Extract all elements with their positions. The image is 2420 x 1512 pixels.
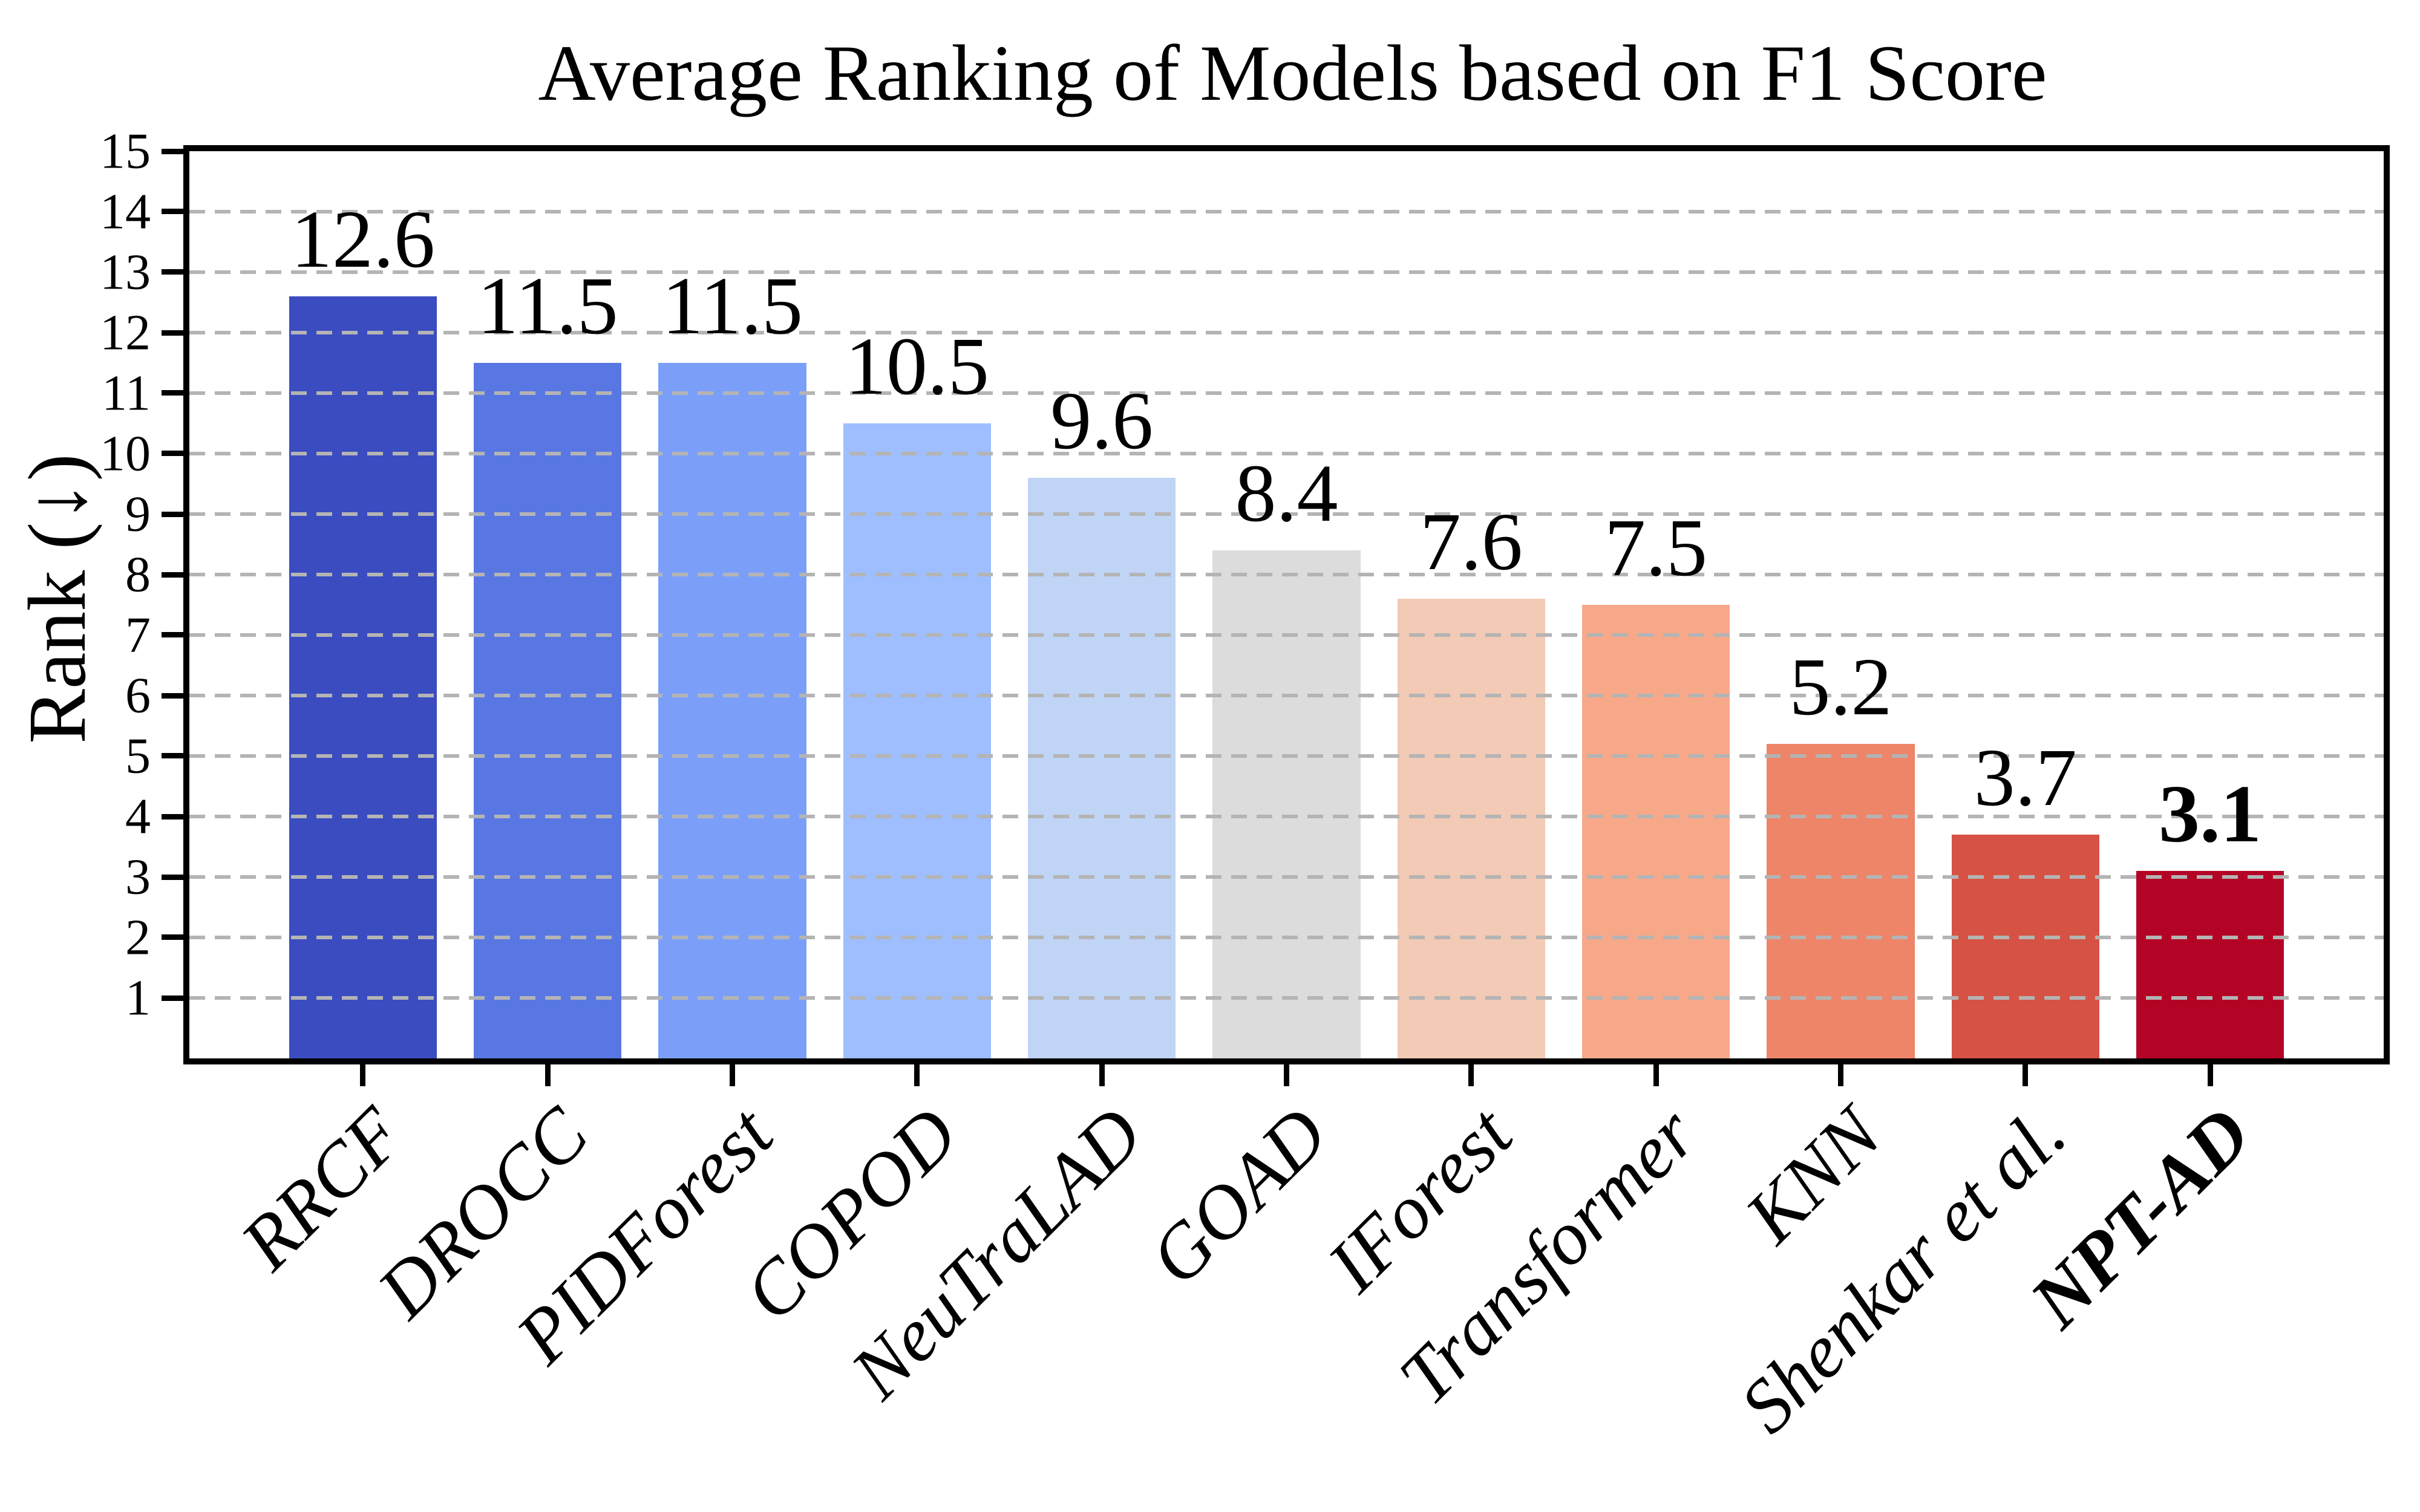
y-tick-label-7: 7 xyxy=(125,607,151,663)
y-tick-mark-13 xyxy=(162,269,183,275)
y-tick-mark-2 xyxy=(162,934,183,940)
gridline-y-12 xyxy=(189,331,2384,334)
value-label-npt-ad: 3.1 xyxy=(2159,769,2261,860)
x-tick-mark-knn xyxy=(1837,1064,1843,1086)
x-tick-mark-transformer xyxy=(1653,1064,1659,1086)
y-tick-mark-9 xyxy=(162,511,183,517)
x-tick-mark-drocc xyxy=(544,1064,551,1086)
x-tick-mark-npt-ad xyxy=(2207,1064,2213,1086)
x-tick-mark-goad xyxy=(1284,1064,1289,1086)
y-tick-mark-6 xyxy=(162,692,183,699)
gridline-y-8 xyxy=(189,573,2384,576)
x-tick-mark-rrcf xyxy=(360,1064,366,1086)
gridline-y-1 xyxy=(189,996,2384,1000)
chart-title: Average Ranking of Models based on F1 Sc… xyxy=(538,28,2047,117)
value-label-copod: 10.5 xyxy=(845,321,989,412)
value-label-knn: 5.2 xyxy=(1789,642,1892,733)
gridline-y-7 xyxy=(189,633,2384,637)
x-tick-mark-neutralad xyxy=(1099,1064,1105,1086)
y-tick-mark-10 xyxy=(162,451,183,457)
gridline-y-14 xyxy=(189,209,2384,213)
bar-copod xyxy=(843,423,991,1058)
y-tick-label-3: 3 xyxy=(125,849,151,905)
y-tick-mark-8 xyxy=(162,572,183,578)
value-label-transformer: 7.5 xyxy=(1604,503,1708,594)
y-axis-label: Rank (↓) xyxy=(12,454,103,744)
y-tick-mark-14 xyxy=(162,209,183,215)
value-label-pidforest: 11.5 xyxy=(662,261,803,352)
bar-rrcf xyxy=(289,296,437,1058)
x-category-label-goad: GOAD xyxy=(1134,1092,1343,1301)
plot-area: 1 2 3 4 5 6 7 8 9 10 11 12 13 14 15 12.6 RRCF 11.5 DROCC 11… xyxy=(100,123,2390,1449)
bar-shenkar-et-al xyxy=(1951,835,2099,1058)
x-tick-mark-iforest xyxy=(1468,1064,1474,1086)
gridline-y-2 xyxy=(189,935,2384,939)
y-tick-label-1: 1 xyxy=(125,969,151,1026)
y-tick-mark-1 xyxy=(162,995,183,1001)
gridline-y-6 xyxy=(189,694,2384,697)
y-tick-label-13: 13 xyxy=(100,244,151,301)
y-tick-mark-11 xyxy=(162,390,183,396)
x-tick-mark-shenkar-et-al xyxy=(2023,1064,2029,1086)
gridline-y-10 xyxy=(189,451,2384,455)
y-tick-label-14: 14 xyxy=(100,183,151,240)
bar-iforest xyxy=(1397,599,1545,1058)
bar-transformer xyxy=(1581,605,1730,1058)
gridline-y-13 xyxy=(189,270,2384,274)
y-tick-label-5: 5 xyxy=(125,728,151,784)
y-tick-mark-4 xyxy=(162,813,183,820)
y-tick-label-6: 6 xyxy=(125,667,151,724)
value-label-rrcf: 12.6 xyxy=(290,194,435,285)
y-tick-label-2: 2 xyxy=(125,909,151,966)
bar-knn xyxy=(1767,744,1915,1058)
y-tick-mark-7 xyxy=(162,632,183,638)
x-category-label-knn: KNN xyxy=(1730,1092,1897,1259)
y-tick-label-15: 15 xyxy=(100,123,151,180)
bar-neutralad xyxy=(1028,478,1176,1058)
y-tick-mark-12 xyxy=(162,330,183,336)
y-tick-mark-15 xyxy=(162,148,183,154)
gridline-y-9 xyxy=(189,512,2384,516)
bar-npt-ad xyxy=(2136,871,2284,1058)
y-tick-label-12: 12 xyxy=(100,304,151,361)
y-tick-mark-5 xyxy=(162,753,183,759)
value-label-goad: 8.4 xyxy=(1235,448,1338,539)
y-tick-label-8: 8 xyxy=(125,546,151,603)
gridline-y-4 xyxy=(189,815,2384,818)
value-label-iforest: 7.6 xyxy=(1419,497,1523,588)
gridline-y-5 xyxy=(189,754,2384,758)
y-tick-mark-3 xyxy=(162,874,183,880)
x-tick-mark-pidforest xyxy=(730,1064,736,1086)
y-tick-label-10: 10 xyxy=(100,425,151,482)
x-tick-mark-copod xyxy=(914,1064,920,1086)
bar-drocc xyxy=(474,363,622,1058)
x-category-label-shenkar-et-al: Shenkar et al. xyxy=(1724,1092,2082,1449)
gridline-y-3 xyxy=(189,875,2384,879)
value-label-neutralad: 9.6 xyxy=(1050,376,1154,467)
gridline-y-11 xyxy=(189,391,2384,395)
y-tick-label-11: 11 xyxy=(102,365,151,422)
y-tick-label-9: 9 xyxy=(125,486,151,543)
value-label-shenkar-et-al: 3.7 xyxy=(1974,732,2077,824)
value-label-drocc: 11.5 xyxy=(477,261,618,352)
y-tick-label-4: 4 xyxy=(125,788,151,845)
bar-pidforest xyxy=(658,363,806,1058)
bar-goad xyxy=(1212,550,1361,1058)
